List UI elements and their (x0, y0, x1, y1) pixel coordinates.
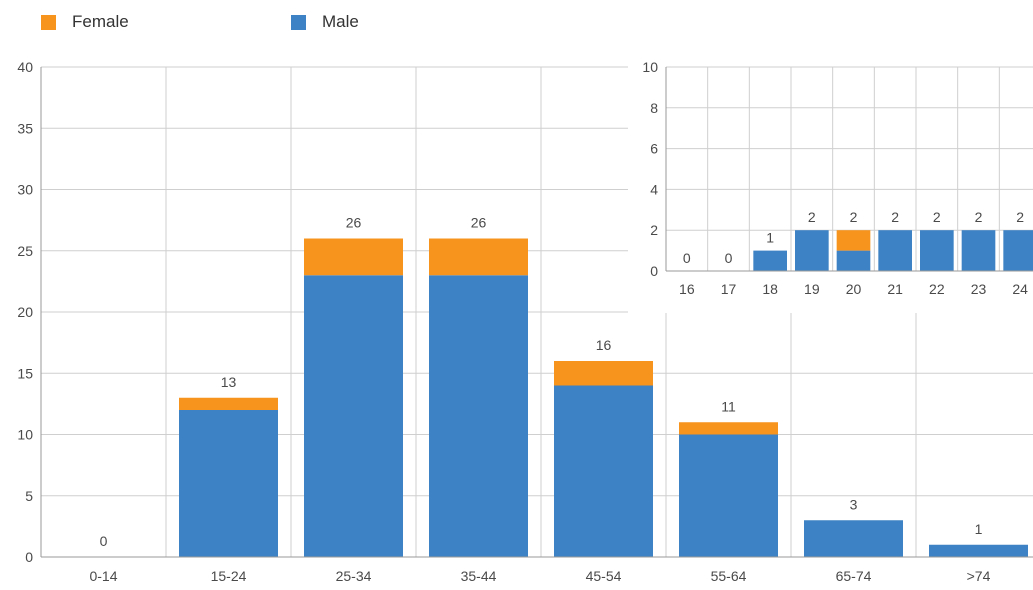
main-y-tick-label: 40 (17, 59, 33, 75)
main-y-tick-label: 5 (25, 488, 33, 504)
inset-x-tick-label: 21 (887, 281, 903, 297)
main-bar-male (429, 275, 528, 557)
main-bar-male (929, 544, 1028, 557)
inset-x-tick-label: 18 (762, 281, 778, 297)
main-y-tick-label: 20 (17, 304, 33, 320)
main-x-tick-label: 25-34 (336, 568, 372, 584)
main-x-tick-label: 0-14 (89, 568, 117, 584)
inset-x-tick-label: 23 (971, 281, 987, 297)
inset-data-label: 2 (975, 209, 983, 225)
inset-y-tick-label: 6 (650, 141, 658, 157)
main-x-tick-label: >74 (967, 568, 991, 584)
inset-data-label: 2 (808, 209, 816, 225)
inset-bar-male (920, 230, 954, 271)
inset-bar-male (878, 230, 912, 271)
main-bar-male (304, 275, 403, 557)
main-x-tick-label: 35-44 (461, 568, 497, 584)
inset-x-tick-label: 22 (929, 281, 945, 297)
main-data-label: 1 (975, 521, 983, 537)
inset-data-label: 0 (725, 250, 733, 266)
legend-label-male: Male (322, 12, 359, 31)
inset-bar-male (961, 230, 996, 271)
inset-x-tick-label: 24 (1012, 281, 1028, 297)
legend-swatch-female (41, 14, 56, 30)
main-bar-female (679, 422, 778, 435)
main-bar-male (179, 410, 278, 557)
legend-label-female: Female (72, 12, 129, 31)
inset-x-tick-label: 20 (846, 281, 862, 297)
main-y-tick-label: 15 (17, 365, 33, 381)
main-chart: 051015202530354000-141315-242625-342635-… (17, 59, 1033, 584)
main-y-tick-label: 25 (17, 243, 33, 259)
main-x-tick-label: 45-54 (586, 568, 622, 584)
inset-y-tick-label: 4 (650, 181, 658, 197)
main-bar-female (304, 238, 403, 276)
inset-bar-male (795, 230, 829, 271)
main-data-label: 0 (100, 533, 108, 549)
main-x-tick-label: 15-24 (211, 568, 247, 584)
inset-bar-female (836, 230, 871, 251)
main-bar-male (804, 520, 903, 557)
inset-y-tick-label: 2 (650, 222, 658, 238)
inset-bar-male (753, 250, 787, 271)
main-x-tick-label: 55-64 (711, 568, 747, 584)
main-bar-female (429, 238, 528, 276)
main-x-tick-label: 65-74 (836, 568, 872, 584)
inset-y-tick-label: 8 (650, 100, 658, 116)
inset-data-label: 2 (933, 209, 941, 225)
main-data-label: 3 (850, 496, 858, 512)
inset-y-tick-label: 0 (650, 263, 658, 279)
main-y-tick-label: 30 (17, 182, 33, 198)
main-data-label: 26 (346, 215, 362, 231)
main-bar-male (679, 434, 778, 557)
main-y-tick-label: 10 (17, 427, 33, 443)
inset-data-label: 2 (850, 209, 858, 225)
inset-data-label: 1 (766, 230, 774, 246)
main-data-label: 26 (471, 215, 487, 231)
legend-female: Female (41, 11, 129, 33)
inset-data-label: 2 (1016, 209, 1024, 225)
legend-swatch-male (291, 14, 306, 30)
inset-x-tick-label: 17 (721, 281, 737, 297)
main-data-label: 13 (221, 374, 237, 390)
inset-bar-male (836, 250, 871, 271)
inset-background (628, 59, 1033, 313)
main-data-label: 16 (596, 337, 612, 353)
inset-data-label: 0 (683, 250, 691, 266)
inset-bar-male (1003, 230, 1033, 271)
legend-male: Male (291, 11, 359, 33)
inset-y-tick-label: 10 (642, 59, 658, 75)
inset-data-label: 2 (891, 209, 899, 225)
main-y-tick-label: 0 (25, 549, 33, 565)
main-bar-male (554, 385, 653, 557)
inset-x-tick-label: 19 (804, 281, 820, 297)
inset-x-tick-label: 16 (679, 281, 695, 297)
main-data-label: 11 (721, 398, 736, 414)
main-bar-female (554, 361, 653, 386)
main-bar-female (179, 397, 278, 410)
main-y-tick-label: 35 (17, 120, 33, 136)
